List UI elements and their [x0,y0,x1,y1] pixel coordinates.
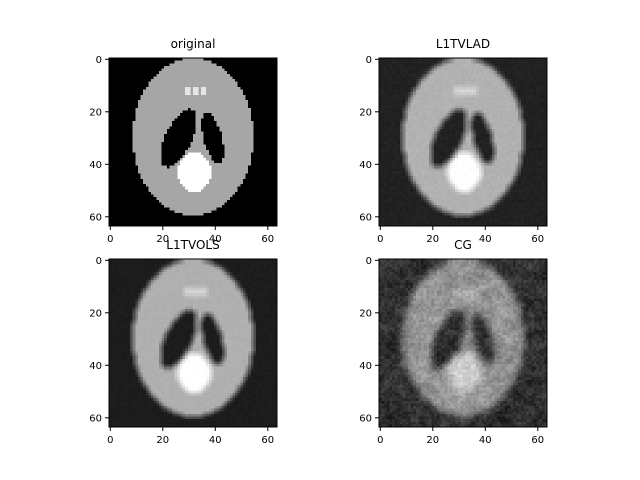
panel-original: original 0 20 40 60 0 20 40 60 [89,37,277,245]
panel-l1tvlad: L1TVLAD 0 20 40 60 0 20 40 60 [359,37,547,245]
image-original [109,58,277,226]
y-tick-label: 0 [366,55,372,66]
x-tick-label: 40 [209,435,222,446]
y-tick-label: 0 [366,256,372,267]
y-tick-label: 60 [89,414,102,425]
x-tick-label: 0 [107,234,113,245]
panel-title-l1tvlad: L1TVLAD [436,37,490,51]
y-tick-label: 0 [96,256,102,267]
image-l1tvols [109,259,277,427]
panel-title-original: original [171,37,216,51]
x-tick-label: 0 [107,435,113,446]
x-tick-label: 0 [377,435,383,446]
panel-cg: CG 0 20 40 60 0 20 40 60 [359,238,547,446]
y-tick-label: 40 [89,160,102,171]
panel-title-l1tvols: L1TVOLS [166,238,219,252]
x-tick-label: 20 [156,435,169,446]
x-tick-label: 20 [426,435,439,446]
y-tick-label: 60 [359,213,372,224]
y-tick-label: 20 [359,309,372,320]
image-l1tvlad [379,58,547,226]
y-tick-label: 40 [359,361,372,372]
image-cg [379,259,547,427]
panel-title-cg: CG [454,238,472,252]
x-tick-label: 60 [531,234,544,245]
x-tick-label: 20 [426,234,439,245]
y-tick-label: 20 [359,108,372,119]
y-tick-label: 20 [89,309,102,320]
x-tick-label: 40 [479,435,492,446]
x-tick-label: 60 [261,234,274,245]
panel-l1tvols: L1TVOLS 0 20 40 60 0 20 40 60 [89,238,277,446]
y-tick-label: 60 [359,414,372,425]
y-tick-label: 0 [96,55,102,66]
x-tick-label: 40 [479,234,492,245]
x-tick-label: 0 [377,234,383,245]
x-tick-label: 60 [261,435,274,446]
y-tick-label: 40 [89,361,102,372]
y-tick-label: 60 [89,213,102,224]
y-tick-label: 20 [89,108,102,119]
x-tick-label: 60 [531,435,544,446]
y-tick-label: 40 [359,160,372,171]
